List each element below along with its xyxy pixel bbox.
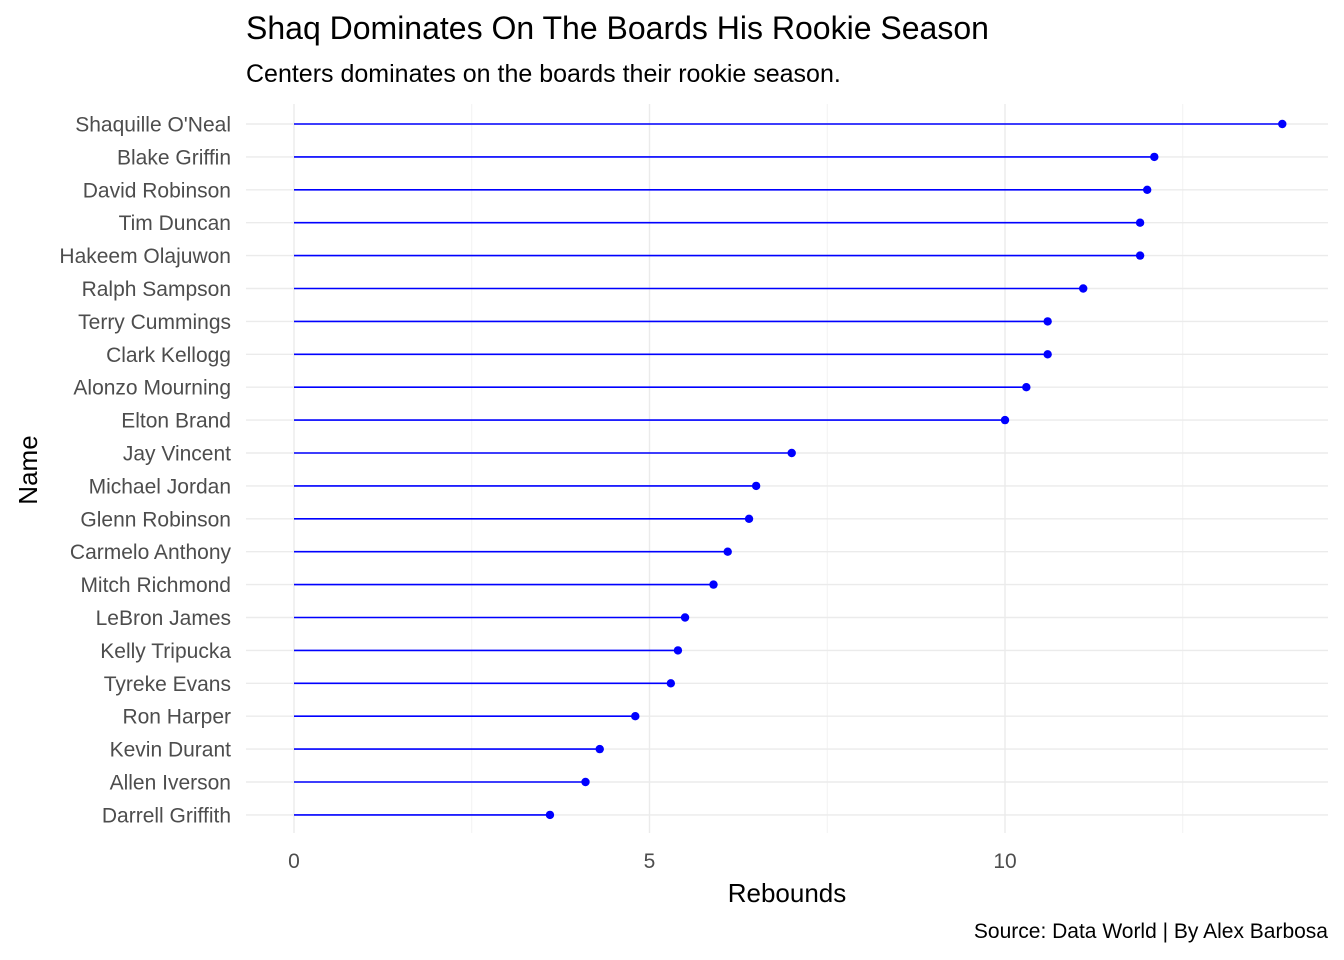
lollipop-point bbox=[581, 777, 590, 787]
lollipop-point bbox=[751, 481, 761, 491]
lollipop-point bbox=[1043, 350, 1052, 359]
y-tick-label: Hakeem Olajuwon bbox=[59, 245, 231, 268]
chart-title: Shaq Dominates On The Boards His Rookie … bbox=[246, 10, 989, 46]
y-tick-label: Jay Vincent bbox=[123, 443, 231, 466]
lollipop-point bbox=[1043, 317, 1052, 326]
tick-labels: 0 5 10 Shaquille O'Neal Blake Griffin David R… bbox=[59, 114, 1016, 874]
x-tick-label: 10 bbox=[993, 850, 1016, 873]
y-tick-label: Michael Jordan bbox=[89, 475, 231, 498]
y-tick-label: Terry Cummings bbox=[78, 311, 231, 334]
chart-subtitle: Centers dominates on the boards their ro… bbox=[246, 60, 841, 88]
lollipop-point bbox=[1135, 218, 1145, 227]
lollipop-point bbox=[744, 514, 754, 523]
lollipop-point bbox=[1278, 119, 1287, 129]
y-tick-label: Elton Brand bbox=[121, 410, 231, 433]
y-tick-label: Glenn Robinson bbox=[80, 508, 231, 531]
chart-caption: Source: Data World | By Alex Barbosa bbox=[973, 920, 1328, 943]
lollipop-point bbox=[545, 810, 555, 820]
lollipop-point bbox=[673, 646, 683, 655]
lollipop-point bbox=[680, 613, 690, 622]
y-tick-label: Shaquille O'Neal bbox=[75, 114, 231, 137]
y-tick-label: Tim Duncan bbox=[119, 212, 231, 235]
lollipop-point bbox=[787, 448, 796, 458]
lollipop-point bbox=[723, 547, 732, 556]
y-tick-label: Allen Iverson bbox=[110, 772, 231, 795]
y-tick-label: Ron Harper bbox=[122, 706, 231, 729]
lollipop-point bbox=[1079, 284, 1088, 293]
y-tick-label: Kevin Durant bbox=[110, 739, 232, 762]
lollipop-point bbox=[631, 712, 640, 721]
y-tick-label: Kelly Tripucka bbox=[100, 640, 231, 663]
y-axis-title: Name bbox=[13, 435, 43, 504]
y-tick-label: Ralph Sampson bbox=[82, 278, 231, 301]
lollipop-point bbox=[1150, 152, 1159, 162]
lollipop-point bbox=[1143, 185, 1152, 194]
lollipop-point bbox=[666, 679, 676, 688]
y-tick-label: Tyreke Evans bbox=[104, 673, 231, 696]
data-marks bbox=[294, 119, 1287, 820]
lollipop-point bbox=[1022, 383, 1031, 392]
y-tick-label: Alonzo Mourning bbox=[73, 377, 231, 400]
y-tick-label: Carmelo Anthony bbox=[70, 541, 232, 564]
y-tick-label: David Robinson bbox=[83, 179, 231, 202]
lollipop-point bbox=[1135, 251, 1145, 260]
lollipop-point bbox=[1000, 415, 1010, 425]
x-tick-label: 0 bbox=[288, 850, 300, 873]
lollipop-point bbox=[595, 744, 604, 754]
y-tick-label: LeBron James bbox=[96, 607, 231, 630]
y-tick-label: Darrell Griffith bbox=[102, 804, 231, 827]
lollipop-point bbox=[709, 580, 718, 589]
x-axis-title: Rebounds bbox=[728, 878, 847, 908]
y-tick-label: Mitch Richmond bbox=[80, 574, 231, 597]
x-tick-label: 5 bbox=[644, 850, 656, 873]
y-tick-label: Clark Kellogg bbox=[106, 344, 231, 367]
y-tick-label: Blake Griffin bbox=[117, 146, 231, 169]
grid-layer bbox=[246, 104, 1328, 833]
